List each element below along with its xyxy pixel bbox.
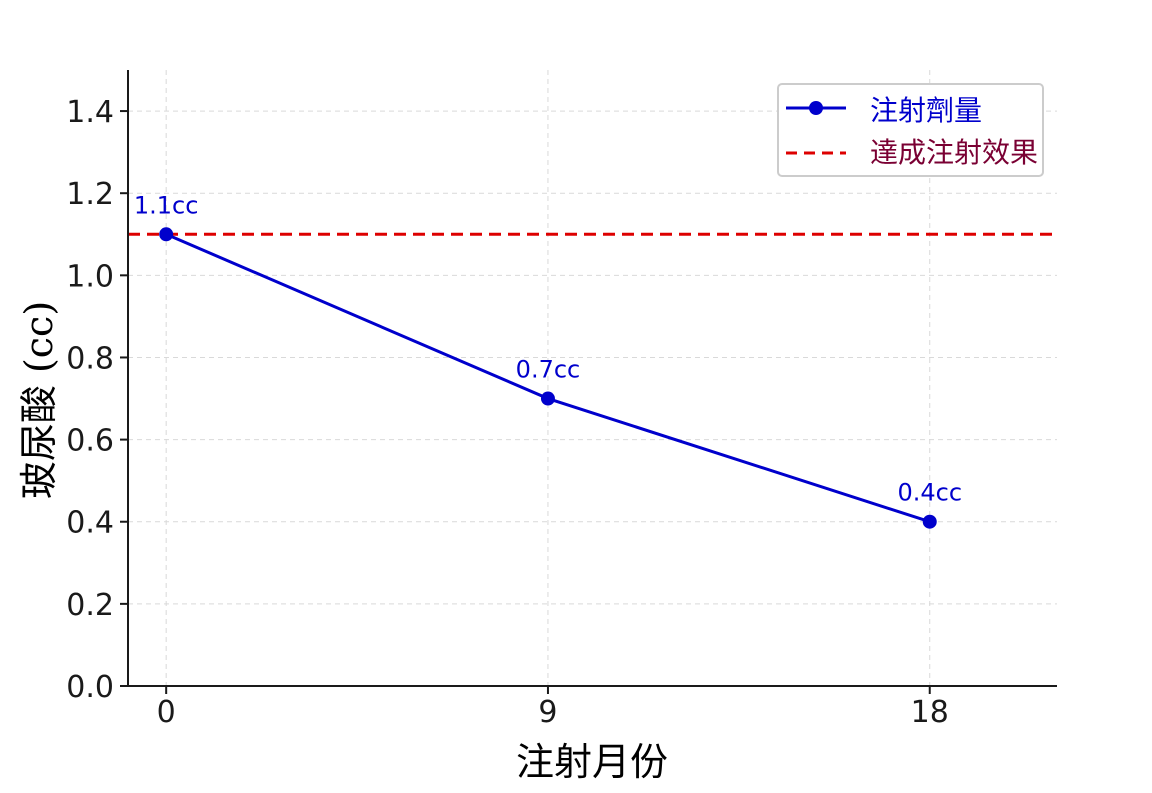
y-tick-label: 0.0 [66, 670, 114, 705]
y-tick-label: 1.4 [66, 95, 114, 130]
legend: 注射劑量 達成注射效果 [777, 83, 1044, 177]
y-tick-label: 1.0 [66, 259, 114, 294]
y-tick-label: 0.2 [66, 588, 114, 623]
y-axis-ticks: 0.0 0.2 0.4 0.6 0.8 1.0 1.2 1.4 [66, 95, 128, 705]
y-tick-label: 0.6 [66, 424, 114, 459]
y-tick-label: 1.2 [66, 177, 114, 212]
data-label: 0.7cc [516, 356, 581, 384]
data-label: 1.1cc [134, 191, 199, 219]
y-tick-label: 0.4 [66, 506, 114, 541]
y-axis-title: 玻尿酸 (cc) [17, 301, 61, 499]
data-point [540, 391, 555, 406]
legend-label-reference: 達成注射效果 [870, 136, 1038, 169]
data-labels: 1.1cc 0.7cc 0.4cc [134, 191, 962, 506]
x-tick-label: 9 [538, 695, 557, 730]
data-point [159, 227, 174, 242]
legend-label-series: 注射劑量 [870, 94, 982, 127]
axes [127, 70, 1057, 687]
legend-marker-series [809, 101, 823, 115]
x-axis-ticks: 0 9 18 [157, 686, 949, 730]
x-tick-label: 18 [911, 695, 949, 730]
series-group [159, 227, 937, 529]
data-label: 0.4cc [897, 479, 962, 507]
x-axis-title: 注射月份 [516, 740, 668, 784]
data-point [922, 514, 937, 529]
y-tick-label: 0.8 [66, 341, 114, 376]
x-tick-label: 0 [157, 695, 176, 730]
